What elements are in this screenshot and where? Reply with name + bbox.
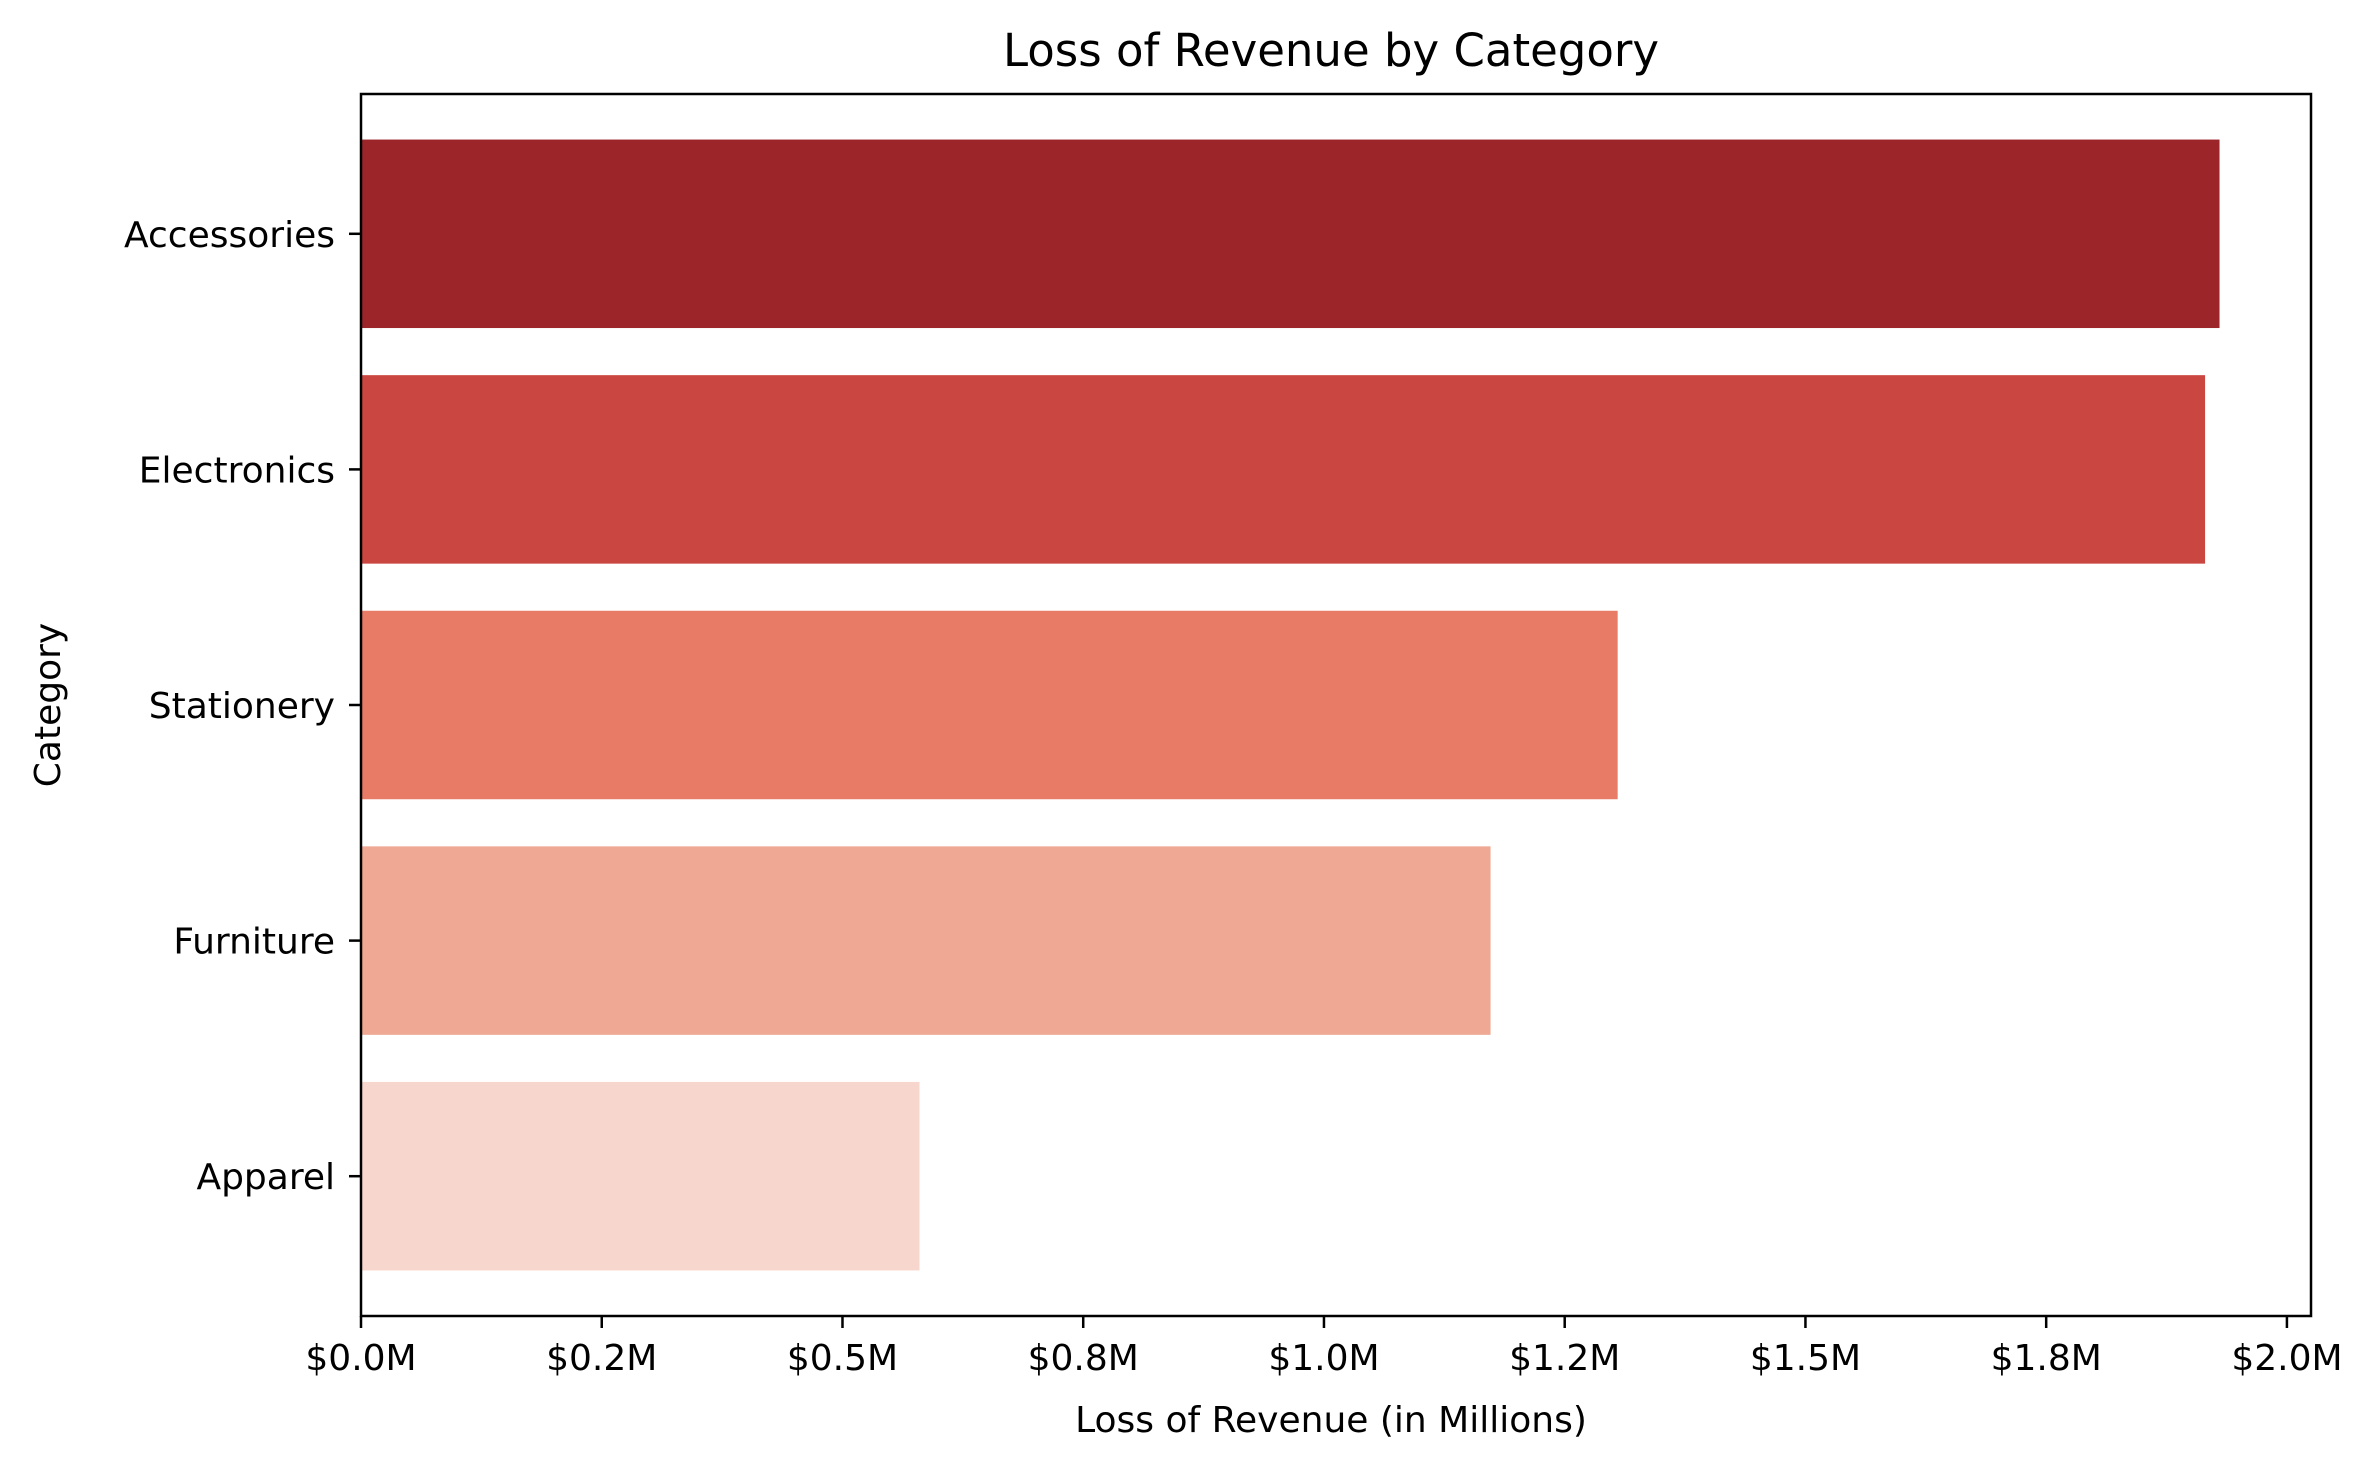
chart-title: Loss of Revenue by Category — [1003, 24, 1659, 77]
bar-accessories — [361, 139, 2220, 329]
x-tick-label: $0.0M — [305, 1338, 416, 1379]
x-tick-label: $0.8M — [1028, 1338, 1139, 1379]
x-tick-label: $1.5M — [1750, 1338, 1861, 1379]
y-axis: Accessories Electronics Stationery Furnitur… — [124, 215, 361, 1198]
bars-group — [361, 139, 2220, 1271]
bar-apparel — [361, 1081, 920, 1271]
y-tick-label: Accessories — [124, 215, 335, 256]
x-tick-label: $0.2M — [546, 1338, 657, 1379]
x-axis: $0.0M $0.2M $0.5M $0.8M $1.0M $1.2M $1.5M $1.8M… — [305, 1316, 2343, 1379]
x-tick-label: $1.8M — [1991, 1338, 2102, 1379]
x-tick-label: $0.5M — [787, 1338, 898, 1379]
bar-stationery — [361, 610, 1618, 800]
x-tick-label: $2.0M — [2231, 1338, 2342, 1379]
x-tick-label: $1.2M — [1509, 1338, 1620, 1379]
y-tick-label: Electronics — [139, 450, 335, 491]
y-tick-label: Furniture — [173, 922, 335, 963]
x-axis-label: Loss of Revenue (in Millions) — [1075, 1400, 1587, 1441]
bar-furniture — [361, 846, 1491, 1035]
y-tick-label: Stationery — [149, 686, 335, 727]
y-axis-label: Category — [28, 623, 69, 787]
x-tick-label: $1.0M — [1268, 1338, 1379, 1379]
bar-electronics — [361, 375, 2206, 564]
y-tick-label: Apparel — [196, 1157, 335, 1198]
